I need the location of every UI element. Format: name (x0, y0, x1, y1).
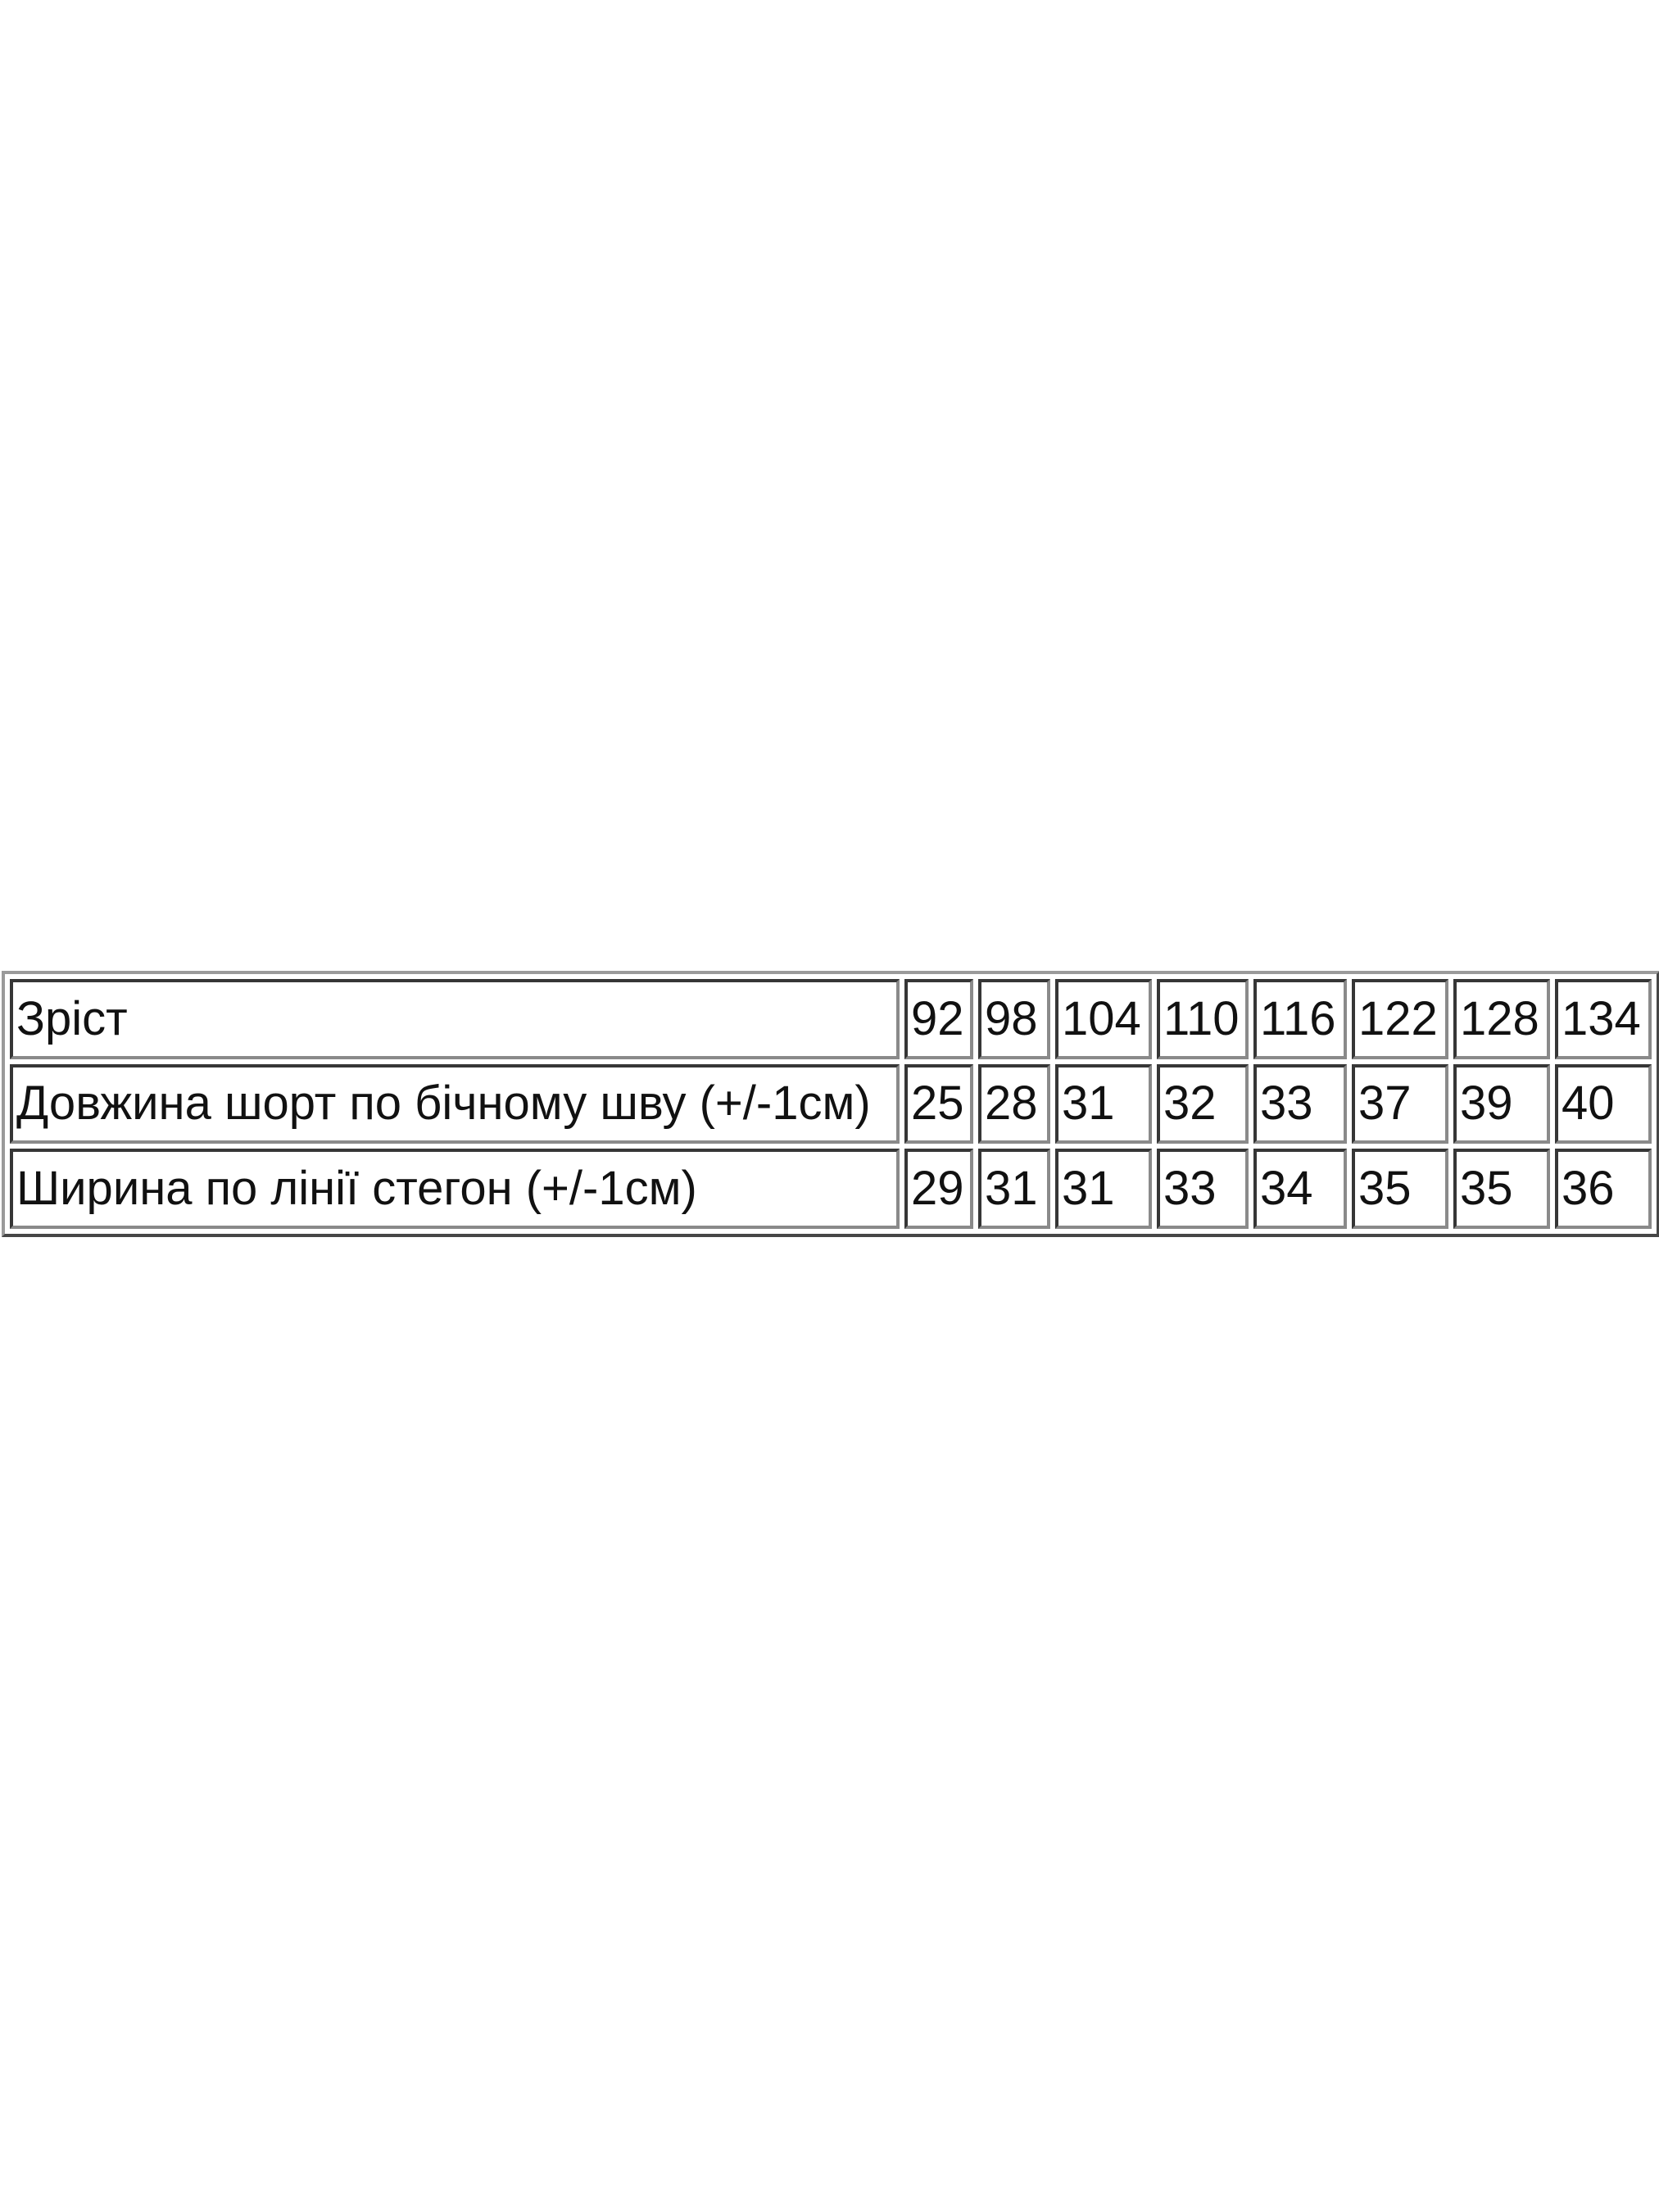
table-cell: 34 (1253, 1149, 1347, 1229)
table-cell: 35 (1352, 1149, 1448, 1229)
table-cell: 33 (1253, 1063, 1347, 1145)
table-cell: 31 (978, 1149, 1050, 1229)
table-cell: 128 (1453, 979, 1550, 1059)
table-cell: 98 (978, 979, 1050, 1059)
table-cell: 33 (1157, 1149, 1249, 1229)
table-cell: 32 (1157, 1063, 1249, 1145)
table-row: Зріст 92 98 104 110 116 122 128 134 (10, 979, 1652, 1059)
table-cell: 40 (1555, 1063, 1652, 1145)
table-cell: 35 (1453, 1149, 1550, 1229)
table-cell: 92 (904, 979, 973, 1059)
table-cell: 116 (1253, 979, 1347, 1059)
row-label: Зріст (10, 979, 900, 1059)
table-cell: 104 (1055, 979, 1152, 1059)
table-row: Ширина по лінії стегон (+/-1см) 29 31 31 33 3… (10, 1149, 1652, 1229)
table-cell: 39 (1453, 1063, 1550, 1145)
row-label: Ширина по лінії стегон (+/-1см) (10, 1149, 900, 1229)
table-cell: 110 (1157, 979, 1249, 1059)
table-cell: 28 (978, 1063, 1050, 1145)
table-cell: 31 (1055, 1149, 1152, 1229)
row-label: Довжина шорт по бічному шву (+/-1см) (10, 1063, 900, 1145)
table-cell: 134 (1555, 979, 1652, 1059)
table-cell: 29 (904, 1149, 973, 1229)
table-cell: 36 (1555, 1149, 1652, 1229)
table-cell: 122 (1352, 979, 1448, 1059)
table-cell: 37 (1352, 1063, 1448, 1145)
size-chart-table: Зріст 92 98 104 110 116 122 128 134 Довжина шорт … (2, 971, 1659, 1237)
table-cell: 25 (904, 1063, 973, 1145)
table-cell: 31 (1055, 1063, 1152, 1145)
table-row: Довжина шорт по бічному шву (+/-1см) 25 28… (10, 1063, 1652, 1145)
